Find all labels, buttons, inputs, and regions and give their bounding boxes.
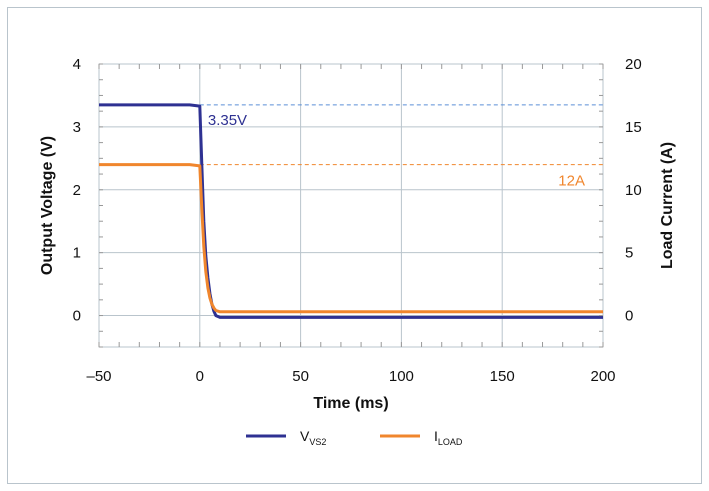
chart-frame [7,7,702,484]
plot-area-border [98,63,604,348]
x-tick-label: 100 [389,368,414,385]
x-tick-label: –50 [86,368,111,385]
x-tick-label: 200 [590,368,615,385]
series-line-vs2 [99,103,603,319]
y-right-tick-label: 5 [625,245,633,262]
y-right-axis-title: Load Current (A) [659,142,676,269]
legend-label-vs2: VVS2 [300,428,326,447]
axis-ticks [98,63,604,348]
x-tick-label: 150 [490,368,515,385]
x-tick-label: 0 [196,368,204,385]
y-left-tick-label: 4 [73,56,81,73]
y-left-axis-title: Output Voltage (V) [39,136,56,275]
y-right-tick-label: 20 [625,56,642,73]
y-left-tick-label: 1 [73,245,81,262]
y-right-tick-label: 15 [625,119,642,136]
legend-label-subscript: LOAD [438,437,463,447]
annotations: 3.35V 12A [208,112,585,190]
y-left-tick-label: 0 [73,308,81,325]
axis-labels: –50 0 50 100 150 200 0 1 2 3 4 0 5 10 15 20 Time (ms) Out… [39,56,676,412]
series-line-load [99,163,603,314]
annotation-current: 12A [558,173,585,190]
legend-label-main: I [434,428,438,444]
legend: VVS2 ILOAD [246,428,463,447]
x-axis-title: Time (ms) [313,395,388,412]
y-left-tick-label: 3 [73,119,81,136]
legend-label-main: V [300,428,310,444]
y-left-tick-label: 2 [73,182,81,199]
legend-label-subscript: VS2 [309,437,326,447]
reference-lines [199,104,603,166]
legend-label-load: ILOAD [434,428,463,447]
plot-series [99,103,603,319]
y-right-tick-label: 10 [625,182,642,199]
grid-lines [98,63,604,348]
x-tick-label: 50 [292,368,309,385]
annotation-voltage: 3.35V [208,112,247,129]
y-right-tick-label: 0 [625,308,633,325]
